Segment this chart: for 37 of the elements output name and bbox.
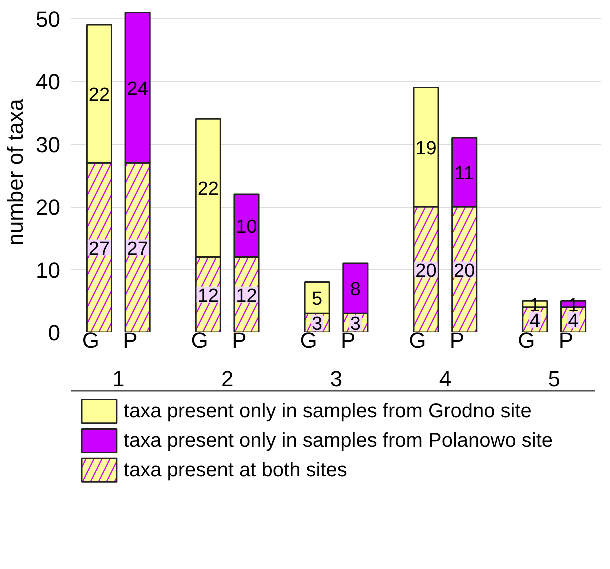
y-tick-label: 50 xyxy=(36,6,61,32)
data-label: 5 xyxy=(312,288,323,310)
text: 3 xyxy=(330,366,343,392)
text: 2 xyxy=(221,366,234,392)
x-tick-label: P xyxy=(123,328,138,353)
legend-label: taxa present only in samples from Grodno site xyxy=(124,400,532,423)
data-label: 22 xyxy=(198,179,219,200)
y-tick-label: 20 xyxy=(36,195,61,220)
data-label: 22 xyxy=(88,85,110,106)
x-tick-label: G xyxy=(518,328,536,353)
data-label: 20 xyxy=(454,260,476,282)
data-label: 24 xyxy=(127,78,149,100)
y-tick-label: 10 xyxy=(36,258,61,283)
x-tick-label: G xyxy=(409,328,426,353)
y-tick-label: 40 xyxy=(36,70,61,95)
x-tick-label: P xyxy=(558,328,574,353)
text: 1 xyxy=(112,366,125,392)
data-label: 19 xyxy=(416,138,437,160)
y-tick-label: 30 xyxy=(36,132,61,158)
x-tick-label: P xyxy=(450,328,465,353)
y-tick-label: 0 xyxy=(48,320,61,346)
data-label: 11 xyxy=(454,164,474,184)
data-label: 12 xyxy=(236,286,258,307)
x-tick-label: P xyxy=(232,328,247,353)
data-label: 27 xyxy=(127,238,148,260)
text: 4 xyxy=(439,366,452,392)
data-label: 27 xyxy=(88,238,110,260)
data-label: 10 xyxy=(236,216,258,238)
data-label: 12 xyxy=(198,286,219,307)
x-tick-label: G xyxy=(191,328,208,353)
data-label: 8 xyxy=(350,280,361,301)
x-tick-label: G xyxy=(82,328,100,353)
legend-label: taxa present at both sites xyxy=(124,459,348,482)
data-label: 20 xyxy=(416,260,437,282)
y-axis-title: number of taxa xyxy=(3,98,28,246)
legend-label: taxa present only in samples from Polanowo site xyxy=(124,430,554,452)
text: 5 xyxy=(548,366,560,392)
